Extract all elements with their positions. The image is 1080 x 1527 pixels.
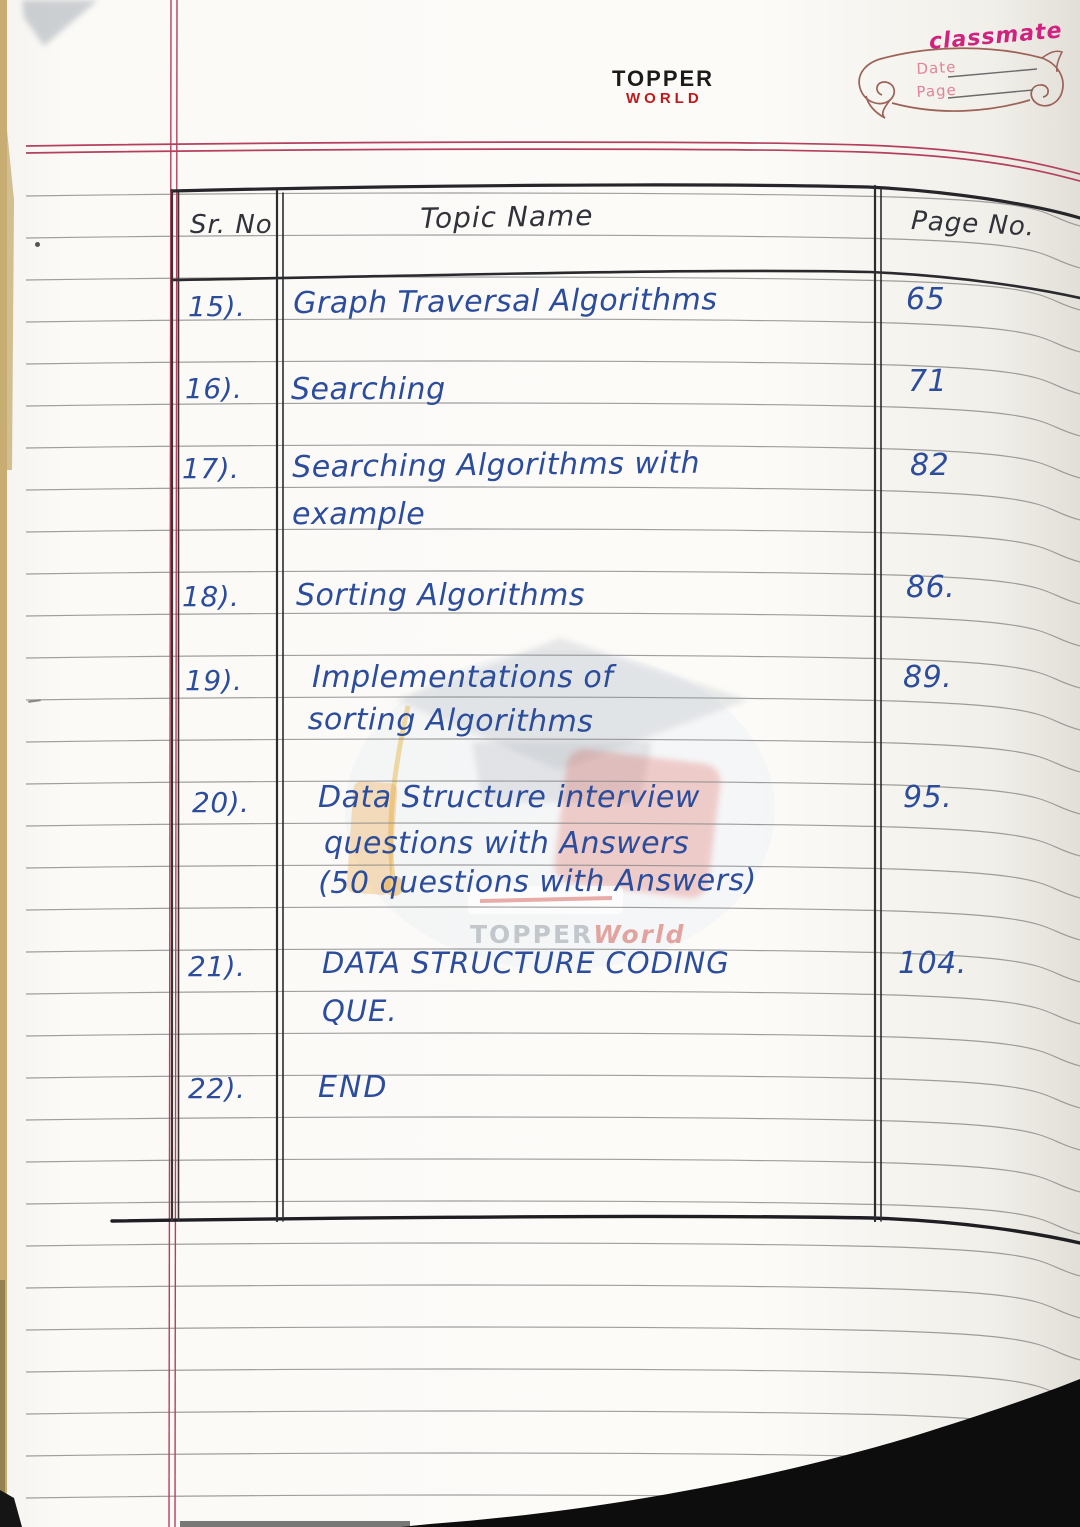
row-page: 95. <box>903 780 953 815</box>
page-edge-strip <box>0 0 7 1527</box>
row-sr: 15). <box>188 290 246 323</box>
row-page: 65 <box>906 282 946 317</box>
row-topic: example <box>292 497 426 532</box>
row-sr: 22). <box>188 1072 246 1105</box>
row-topic: Graph Traversal Algorithms <box>293 282 718 321</box>
scan-shadow <box>22 0 98 46</box>
header-topic-name: Topic Name <box>420 198 594 235</box>
row-topic: Sorting Algorithms <box>296 578 585 613</box>
row-topic: questions with Answers <box>324 826 690 861</box>
row-page: 71 <box>908 364 948 399</box>
topperworld-logo-line2: WORLD <box>626 90 703 107</box>
watermark-part1: TOPPER <box>470 920 594 949</box>
row-topic: Searching <box>291 372 446 407</box>
row-page: 86. <box>906 570 956 605</box>
row-topic: END <box>318 1070 389 1105</box>
photo-edge <box>0 1379 1080 1527</box>
row-topic: DATA STRUCTURE CODING <box>322 946 730 980</box>
ink-speck <box>35 242 40 247</box>
header-sr-no: Sr. No <box>190 210 273 240</box>
header-rule <box>25 141 1080 182</box>
topperworld-logo-line1: TOPPER <box>612 66 715 91</box>
watermark-text: TOPPERWorld <box>470 920 685 949</box>
row-sr: 17). <box>182 452 240 485</box>
row-sr: 21). <box>188 950 246 983</box>
row-topic: (50 questions with Answers) <box>318 862 757 901</box>
row-sr: 18). <box>182 580 240 613</box>
page-label: Page <box>916 80 958 101</box>
row-sr: 20). <box>192 786 250 819</box>
table-borders <box>110 183 1080 1245</box>
header-page-no: Page No. <box>910 206 1036 243</box>
row-topic: QUE. <box>322 994 398 1028</box>
row-sr: 19). <box>185 664 243 697</box>
row-topic: Implementations of <box>312 660 614 695</box>
margin-line <box>168 0 178 1527</box>
watermark-part2: World <box>593 920 686 949</box>
classmate-ribbon <box>858 47 1064 119</box>
row-sr: 16). <box>185 372 243 405</box>
date-label: Date <box>916 57 957 78</box>
row-topic: Searching Algorithms with <box>292 445 701 485</box>
row-page: 82 <box>910 448 950 483</box>
row-page: 104. <box>898 946 967 981</box>
row-topic: sorting Algorithms <box>307 702 594 740</box>
row-page: 89. <box>903 660 953 695</box>
row-topic: Data Structure interview <box>318 780 700 815</box>
